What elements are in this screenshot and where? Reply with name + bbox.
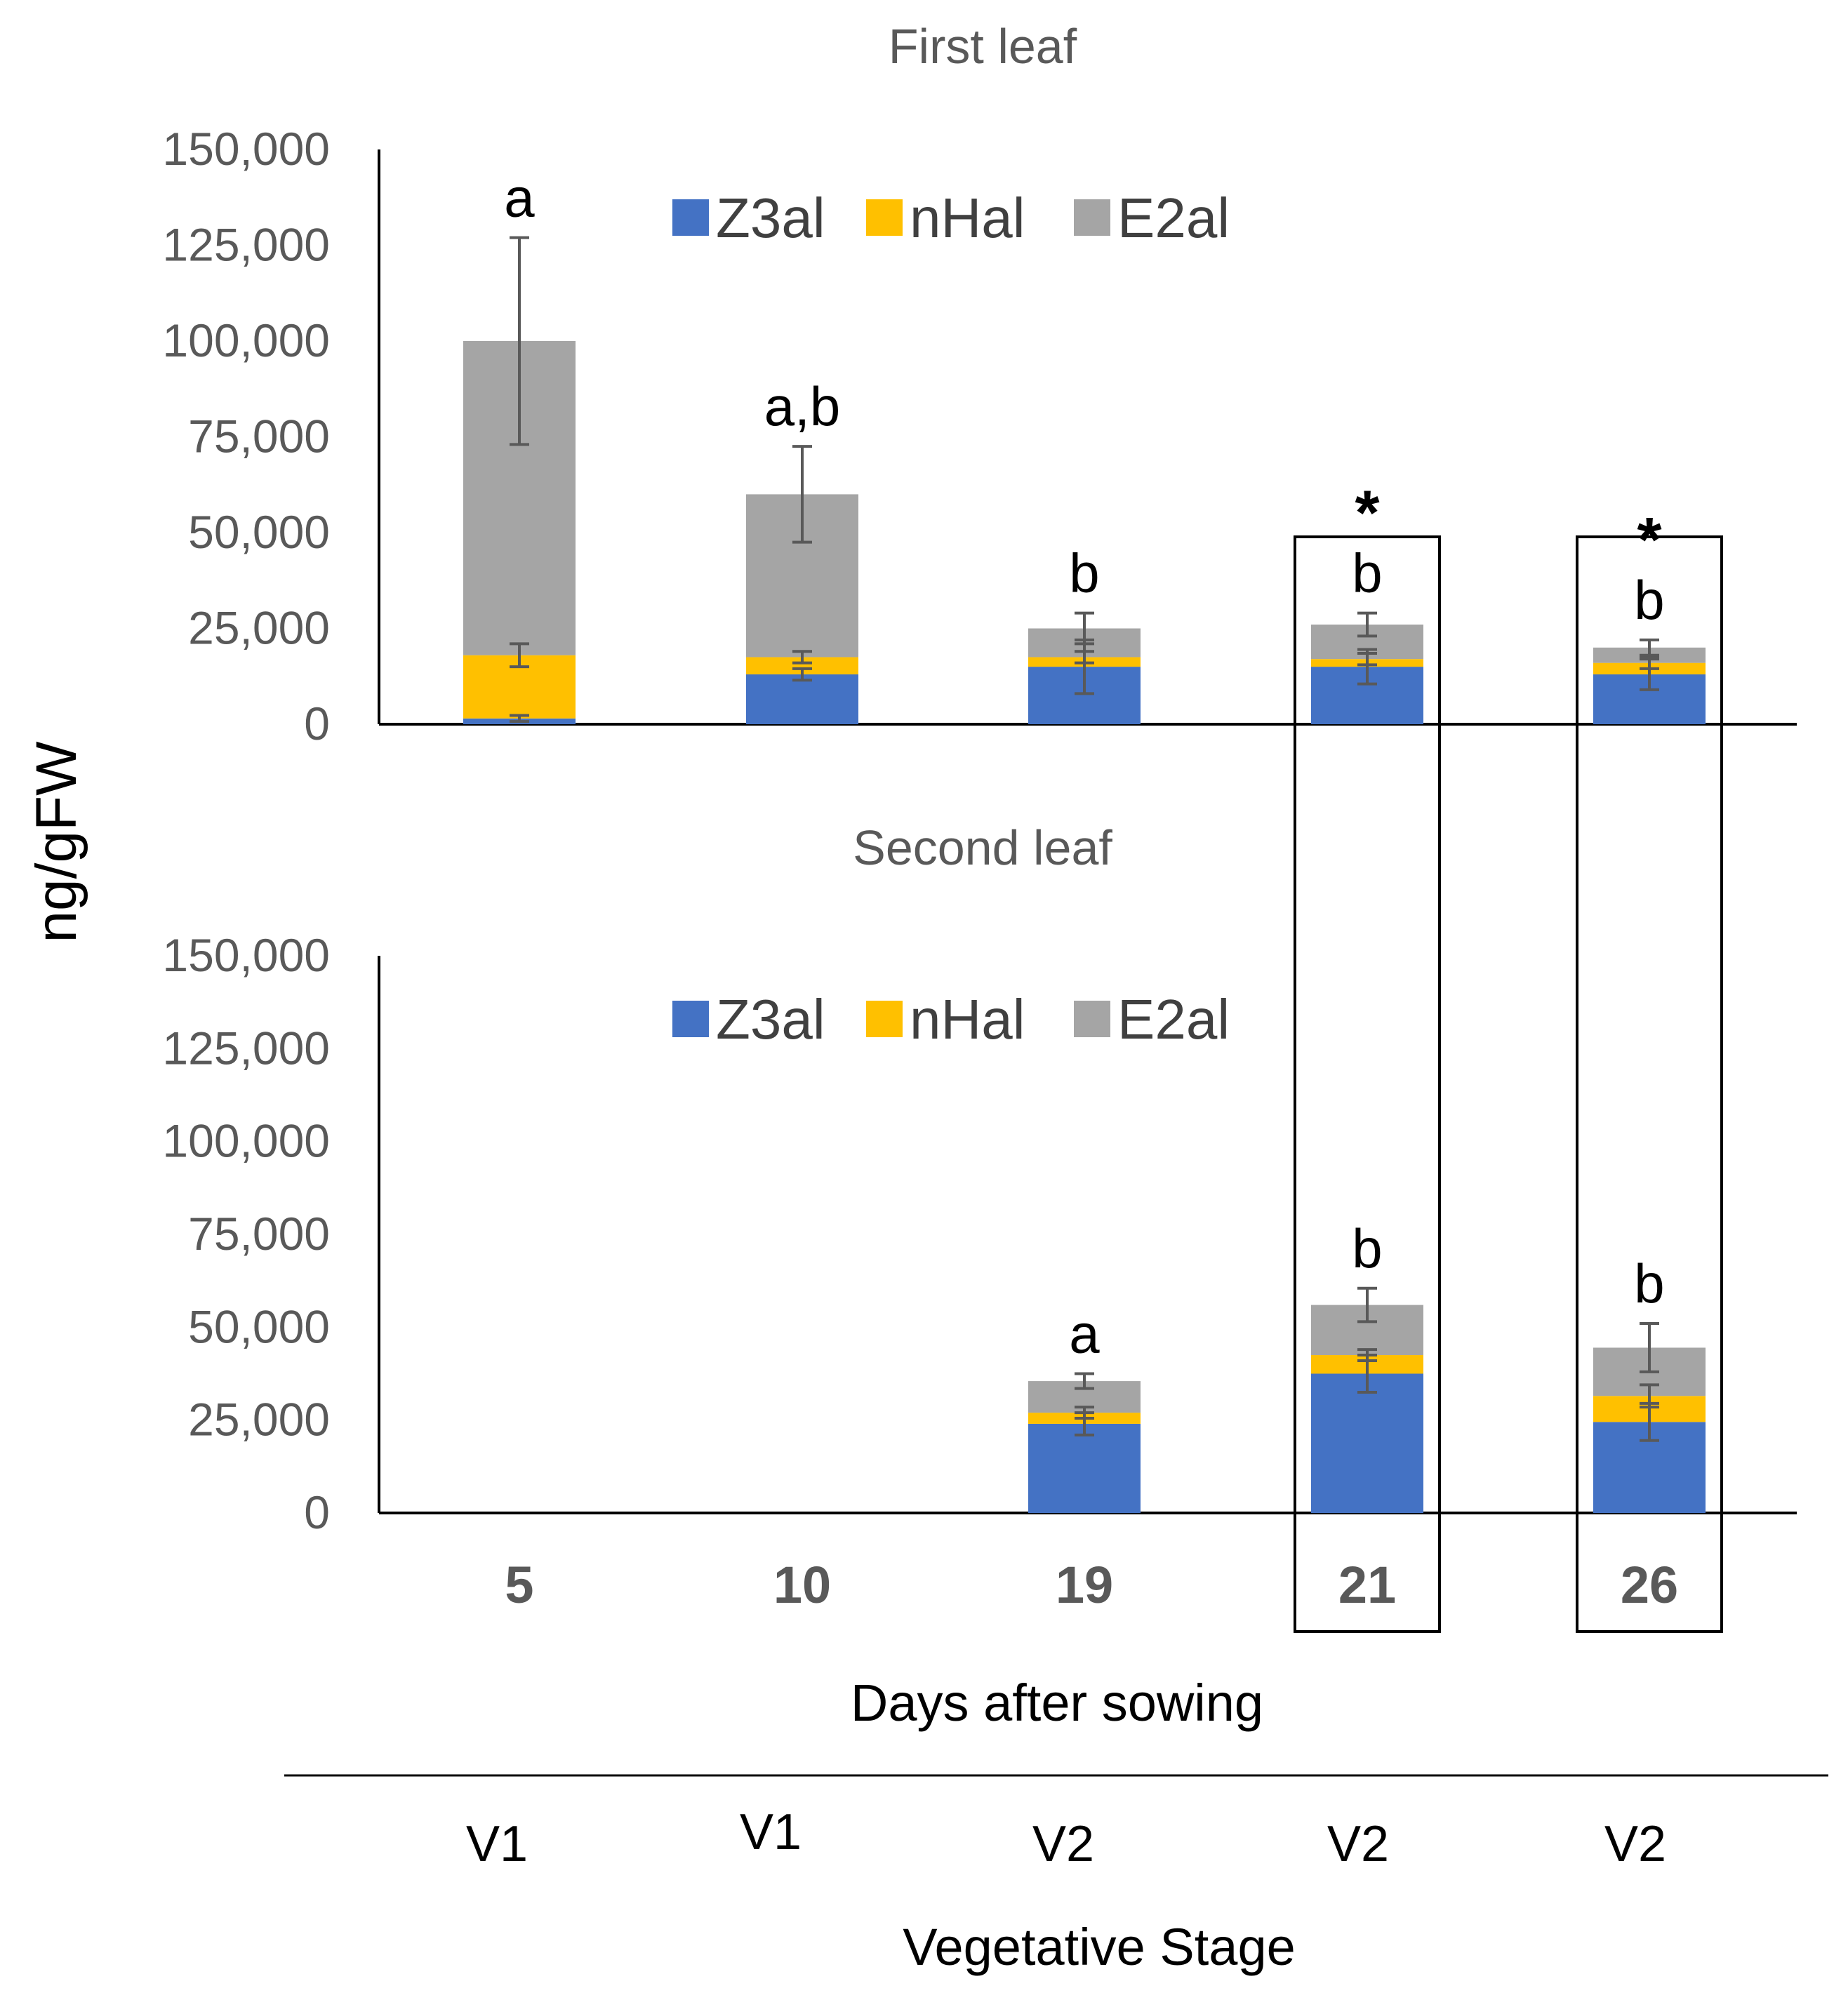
legend-swatch-e2al <box>1074 199 1110 236</box>
legend-label-nhal: nHal <box>910 988 1025 1051</box>
significance-label-21: b <box>1352 1218 1382 1279</box>
highlight-box-26 <box>1576 535 1723 1633</box>
significance-label-19: b <box>1069 542 1099 604</box>
legend-label-z3al: Z3al <box>716 988 825 1051</box>
error-bar-e2al-19 <box>1075 1372 1094 1390</box>
error-bar-nhal-21 <box>1357 1348 1377 1362</box>
legend-swatch-e2al <box>1074 1001 1110 1037</box>
y-tick-label: 125,000 <box>162 1022 330 1074</box>
y-tick-label: 25,000 <box>188 602 330 654</box>
panel-title-first-leaf: First leaf <box>889 19 1077 74</box>
legend-swatch-z3al <box>672 1001 709 1037</box>
highlight-box-21 <box>1294 535 1441 1633</box>
significance-label-19: a <box>1069 1303 1100 1365</box>
stage-label-0: V1 <box>466 1816 528 1872</box>
category-label-10: 10 <box>773 1556 831 1614</box>
y-tick-label: 100,000 <box>162 1115 330 1167</box>
legend-label-e2al: E2al <box>1117 988 1230 1051</box>
error-bar-nhal-5 <box>510 642 529 669</box>
significance-label-5: a <box>504 167 535 229</box>
y-tick-label: 150,000 <box>162 929 330 981</box>
vegetative-stage-labels: V1 V1 V2 V2 V2 <box>466 1804 1666 1872</box>
category-label-26: 26 <box>1621 1556 1678 1614</box>
y-tick-label: 150,000 <box>162 123 330 175</box>
x-axis-title: Days after sowing <box>851 1674 1263 1732</box>
legend-label-z3al: Z3al <box>716 187 825 249</box>
y-tick-label: 50,000 <box>188 506 330 558</box>
category-label-19: 19 <box>1056 1556 1113 1614</box>
asterisk-26: * <box>1637 505 1661 575</box>
error-bar-z3al-5 <box>510 714 529 724</box>
significance-label-21: b <box>1352 542 1382 604</box>
legend-swatch-nhal <box>866 199 903 236</box>
significance-label-26: b <box>1634 569 1664 631</box>
error-bar-z3al-10 <box>792 667 812 682</box>
error-bar-nhal-19 <box>1075 650 1094 665</box>
y-tick-label: 100,000 <box>162 314 330 366</box>
y-tick-label: 25,000 <box>188 1394 330 1446</box>
highlight-boxes <box>1294 535 1723 1633</box>
stage-label-3: V2 <box>1327 1816 1389 1872</box>
error-bar-e2al-10 <box>792 445 812 544</box>
stage-label-2: V2 <box>1032 1816 1094 1872</box>
first-leaf-plot: 0 25,000 50,000 75,000 100,000 125,000 150,000… <box>162 123 1797 749</box>
legend-swatch-z3al <box>672 199 709 236</box>
second-leaf-plot: 0 25,000 50,000 75,000 100,000 125,000 150,000… <box>162 929 1797 1538</box>
error-bar-nhal-19 <box>1075 1406 1094 1420</box>
error-bar-e2al-5 <box>510 236 529 446</box>
error-bar-nhal-26 <box>1640 1383 1659 1409</box>
legend-label-e2al: E2al <box>1117 187 1230 249</box>
stage-label-4: V2 <box>1604 1816 1666 1872</box>
y-tick-label: 0 <box>304 1486 330 1538</box>
panel-title-second-leaf: Second leaf <box>853 820 1112 875</box>
vegetative-stage-title: Vegetative Stage <box>903 1918 1296 1976</box>
bar-z3al-10 <box>746 674 858 724</box>
x-category-labels: 5 10 19 21 26 <box>505 1556 1678 1614</box>
significance-label-10: a,b <box>764 375 840 437</box>
error-bar-nhal-21 <box>1357 651 1377 667</box>
error-bar-e2al-26 <box>1640 1322 1659 1373</box>
error-bar-e2al-26 <box>1640 638 1659 657</box>
error-bar-e2al-21 <box>1357 1286 1377 1323</box>
y-tick-label: 75,000 <box>188 1208 330 1260</box>
category-label-21: 21 <box>1338 1556 1396 1614</box>
error-bar-nhal-10 <box>792 650 812 665</box>
y-tick-label: 0 <box>304 698 330 749</box>
error-bar-nhal-26 <box>1640 655 1659 670</box>
y-tick-label: 125,000 <box>162 219 330 271</box>
bar-z3al-21 <box>1311 1373 1423 1513</box>
bar-z3al-19 <box>1028 1423 1141 1513</box>
y-axis-title: ng/gFW <box>25 741 88 943</box>
y-tick-label: 50,000 <box>188 1300 330 1352</box>
error-bar-e2al-21 <box>1357 611 1377 638</box>
error-bar-e2al-19 <box>1075 611 1094 646</box>
category-label-5: 5 <box>505 1556 533 1614</box>
significance-label-26: b <box>1634 1253 1664 1314</box>
legend-swatch-nhal <box>866 1001 903 1037</box>
stage-label-1: V1 <box>740 1804 802 1860</box>
legend-label-nhal: nHal <box>910 187 1025 249</box>
y-tick-label: 75,000 <box>188 411 330 462</box>
